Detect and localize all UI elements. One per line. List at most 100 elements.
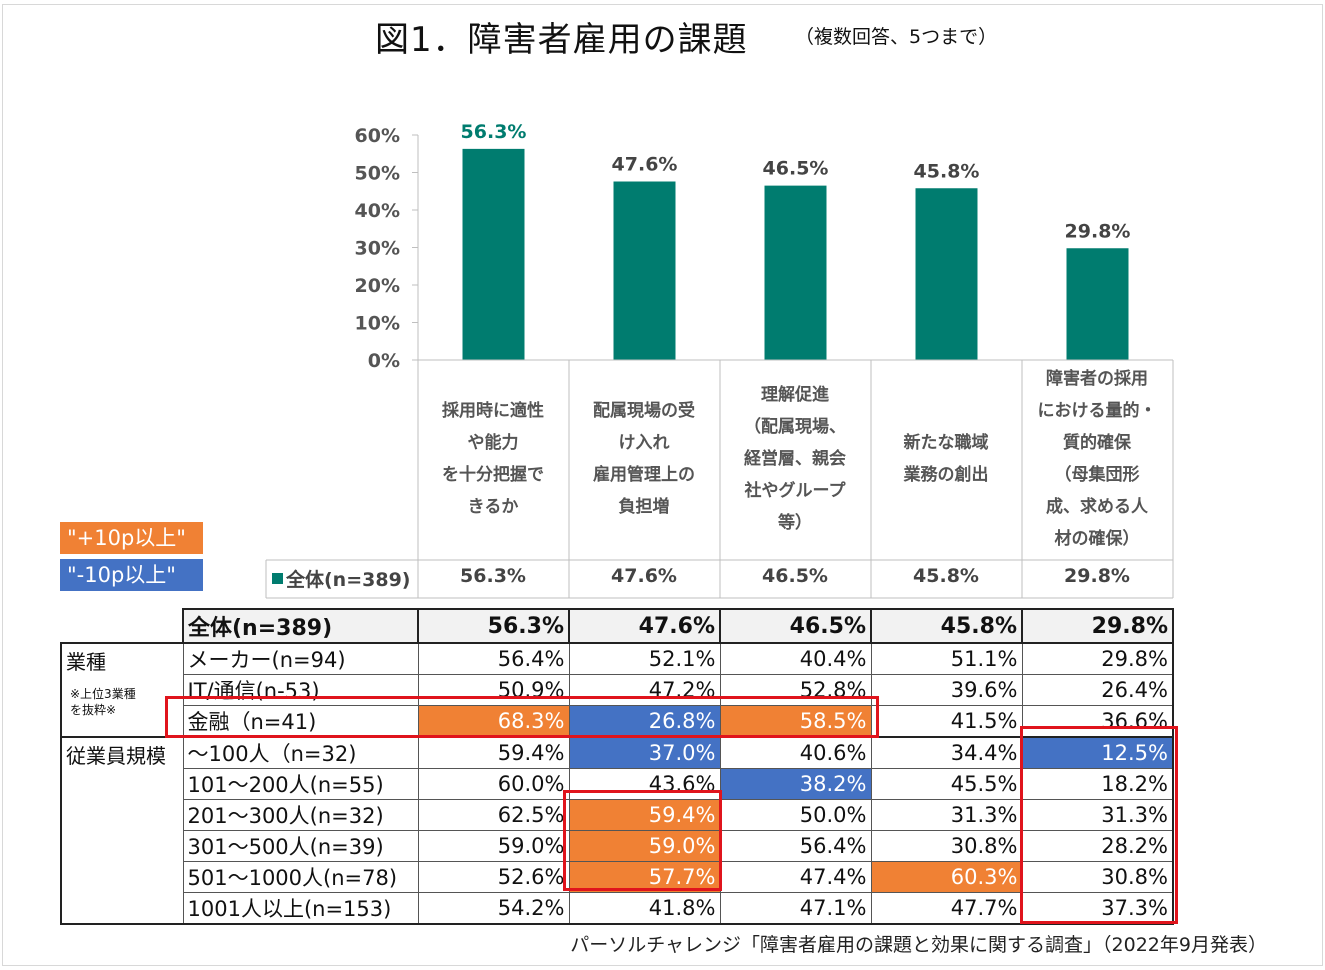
table-cell-value: 60.0%: [418, 768, 570, 800]
table-cell-value: 52.6%: [418, 861, 570, 893]
table-cell-value: 59.4%: [418, 736, 570, 769]
table-row-label: IT/通信(n-53): [183, 674, 419, 706]
table-cell-value: 58.5%: [720, 705, 872, 738]
group-name: 業種: [66, 650, 106, 674]
table-cell-value: 41.8%: [569, 892, 721, 925]
table-cell-value: 38.2%: [720, 768, 872, 800]
table-cell-value: 36.6%: [1022, 705, 1174, 738]
table-header-row: 全体(n=389) 56.3% 47.6% 46.5% 45.8% 29.8%: [61, 608, 1174, 644]
table-cell-value: 59.0%: [569, 830, 721, 862]
x-category-label: 配属現場の受 け入れ 雇用管理上の 負担増: [593, 401, 695, 517]
table-row-label: 金融（n=41): [183, 705, 419, 738]
table-row: 301～500人(n=39) 59.0% 59.0% 56.4% 30.8% 28.2%: [61, 830, 1174, 862]
x-category-label: 採用時に適性 や能力 を十分把握で きるか: [442, 401, 544, 517]
table-cell-value: 26.4%: [1022, 674, 1174, 706]
y-tick-label: 20%: [355, 275, 400, 297]
table-cell-value: 47.2%: [569, 674, 721, 706]
table-cell-value: 34.4%: [871, 736, 1023, 769]
table-cell-value: 29.8%: [1022, 642, 1174, 675]
x-category-label: 新たな職域 業務の創出: [903, 433, 989, 485]
bar-value-label: 45.8%: [914, 160, 980, 182]
y-tick-label: 50%: [355, 163, 400, 185]
table-cell-value: 37.0%: [569, 736, 721, 769]
legend-series-label: 全体(n=389): [272, 565, 410, 592]
table-row: 501～1000人(n=78) 52.6% 57.7% 47.4% 60.3% 30.8%: [61, 861, 1174, 893]
table-cell-value: 26.8%: [569, 705, 721, 738]
y-tick-label: 30%: [355, 238, 400, 260]
table-cell-value: 47.1%: [720, 892, 872, 925]
bar-value-label: 56.3%: [461, 121, 527, 143]
table-cell-value: 54.2%: [418, 892, 570, 925]
table-cell-value: 50.9%: [418, 674, 570, 706]
key-plus-10p: "+10p以上": [60, 522, 203, 554]
table-row: 金融（n=41) 68.3% 26.8% 58.5% 41.5% 36.6%: [61, 705, 1174, 738]
table-row: 101～200人(n=55) 60.0% 43.6% 38.2% 45.5% 18.2%: [61, 768, 1174, 800]
legend-value: 45.8%: [913, 565, 979, 587]
table-group-label: 従業員規模: [60, 736, 184, 925]
legend-value: 56.3%: [460, 565, 526, 587]
bar-chart: 0% 10% 20% 30% 40% 50% 60% 56.3% 47.6% 46.5% 45.8%…: [265, 121, 1174, 599]
bar-value-label: 46.5%: [763, 158, 829, 180]
table-cell-value: 51.1%: [871, 642, 1023, 675]
table-row: 201～300人(n=32) 62.5% 59.4% 50.0% 31.3% 31.3%: [61, 799, 1174, 831]
legend-value: 29.8%: [1064, 565, 1130, 587]
table-cell-value: 60.3%: [871, 861, 1023, 893]
group-name: 従業員規模: [66, 744, 166, 768]
bar: [462, 148, 525, 360]
bar: [1066, 248, 1129, 360]
group-note: ※上位3業種 を抜粋※: [70, 687, 136, 717]
table-header-value: 56.3%: [417, 608, 570, 644]
table-cell-value: 12.5%: [1022, 736, 1174, 769]
table-row: 1001人以上(n=153) 54.2% 41.8% 47.1% 47.7% 37.3%: [61, 892, 1174, 925]
table-cell-value: 43.6%: [569, 768, 721, 800]
table-cell-value: 50.0%: [720, 799, 872, 831]
table-cell-value: 31.3%: [871, 799, 1023, 831]
table-cell-value: 45.5%: [871, 768, 1023, 800]
table-header-value: 46.5%: [719, 608, 872, 644]
key-minus-10p: "-10p以上": [60, 559, 203, 591]
legend-series-name: 全体(n=389): [286, 569, 411, 591]
table-row-label: 1001人以上(n=153): [183, 892, 419, 925]
table-cell-value: 47.4%: [720, 861, 872, 893]
table-cell-value: 18.2%: [1022, 768, 1174, 800]
bar-value-label: 47.6%: [612, 154, 678, 176]
table-cell-value: 30.8%: [871, 830, 1023, 862]
source-note: パーソルチャレンジ「障害者雇用の課題と効果に関する調査」（2022年9月発表）: [570, 934, 1267, 956]
table-cell-value: 47.7%: [871, 892, 1023, 925]
table-row: IT/通信(n-53) 50.9% 47.2% 52.8% 39.6% 26.4%: [61, 674, 1174, 706]
y-tick-label: 0%: [368, 350, 400, 372]
table-cell-value: 52.8%: [720, 674, 872, 706]
bar: [613, 181, 676, 360]
table-cell-value: 41.5%: [871, 705, 1023, 738]
table-row-label: メーカー(n=94): [183, 642, 419, 675]
table-row: 業種 ※上位3業種 を抜粋※ メーカー(n=94) 56.4% 52.1% 40.4% 51…: [60, 642, 1174, 738]
table-row-label: 201～300人(n=32): [183, 799, 419, 831]
table-header-label: 全体(n=389): [182, 608, 419, 644]
table-row-label: 501～1000人(n=78): [183, 861, 419, 893]
y-tick-label: 40%: [355, 200, 400, 222]
table-row-label: 301～500人(n=39): [183, 830, 419, 862]
table-cell-value: 39.6%: [871, 674, 1023, 706]
table-cell-value: 28.2%: [1022, 830, 1174, 862]
table-row-label: 101～200人(n=55): [183, 768, 419, 800]
bar: [764, 185, 827, 360]
table-cell-value: 56.4%: [720, 830, 872, 862]
table-row-label: ～100人（n=32): [183, 736, 419, 769]
table-header-value: 29.8%: [1021, 608, 1174, 644]
legend-value: 47.6%: [611, 565, 677, 587]
table-cell-value: 40.6%: [720, 736, 872, 769]
table-cell-value: 52.1%: [569, 642, 721, 675]
legend-value: 46.5%: [762, 565, 828, 587]
table-group-label: 業種 ※上位3業種 を抜粋※: [60, 642, 184, 738]
y-tick-label: 10%: [355, 313, 400, 335]
table-cell-value: 37.3%: [1022, 892, 1174, 925]
table-cell-value: 57.7%: [569, 861, 721, 893]
figure-frame: [2, 4, 1323, 966]
table-cell-value: 56.4%: [418, 642, 570, 675]
y-tick-label: 60%: [355, 125, 400, 147]
breakdown-table: 全体(n=389) 56.3% 47.6% 46.5% 45.8% 29.8% 業種 ※上位3…: [60, 608, 1174, 925]
table-header-value: 47.6%: [568, 608, 721, 644]
chart-subtitle: （複数回答、5つまで）: [795, 26, 998, 48]
x-category-label: 障害者の採用 における量的・ 質的確保 （母集団形 成、求める人 材の確保）: [1037, 369, 1157, 549]
table-cell-value: 68.3%: [418, 705, 570, 738]
